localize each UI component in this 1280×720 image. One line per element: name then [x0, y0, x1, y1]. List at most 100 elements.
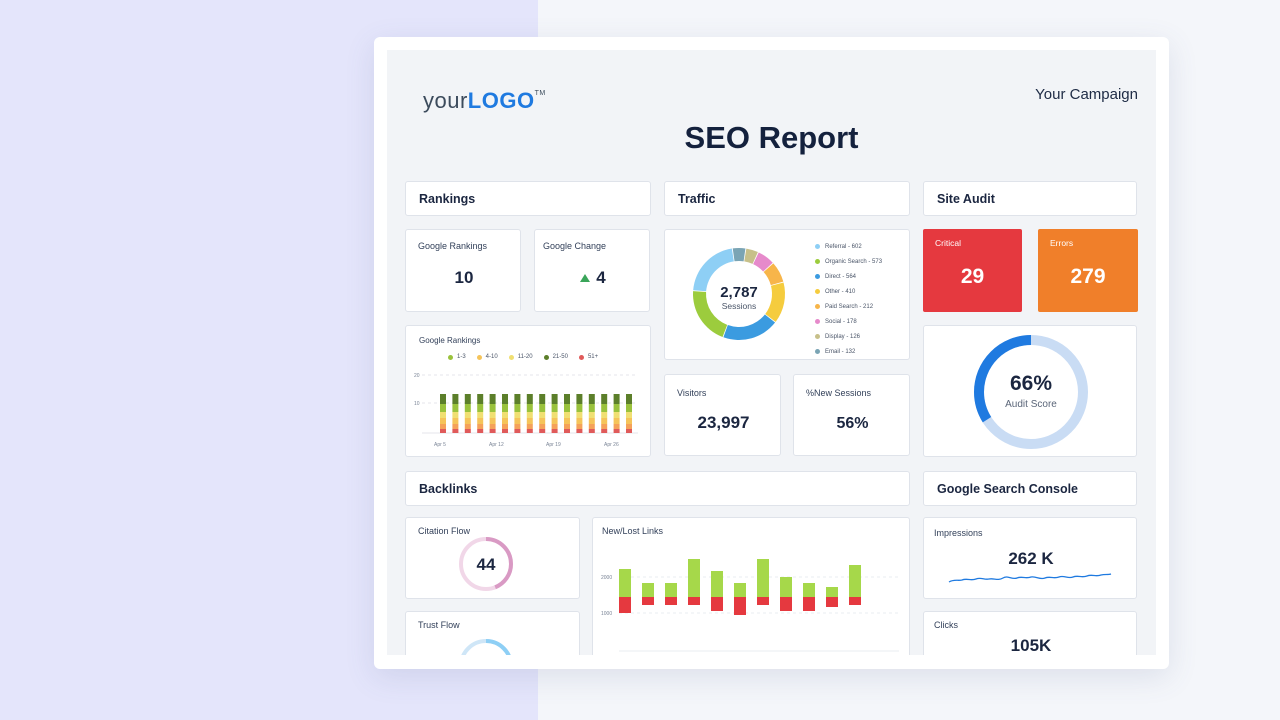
rankings-bar-segment [588, 429, 595, 433]
rankings-bar-segment [564, 394, 570, 404]
rankings-bar-segment [588, 424, 595, 429]
new-links-bar [688, 559, 700, 597]
rankings-bar-segment [477, 394, 484, 404]
audit-score-card: 66% Audit Score [923, 325, 1137, 457]
citation-flow-card: Citation Flow 44 [405, 517, 580, 599]
sessions-value: 2,787 [720, 284, 758, 301]
rankings-bar-segment [526, 404, 533, 412]
google-rankings-chart-card: Google Rankings 1-3 4-10 11-20 21-50 51+… [405, 325, 651, 457]
rankings-bar-segment [514, 412, 521, 418]
rankings-bar-segment [526, 412, 533, 418]
rankings-bar-segment [514, 424, 521, 429]
legend-item: 1-3 [448, 354, 466, 360]
rankings-bar-segment [526, 418, 533, 424]
visitors-label: Visitors [677, 388, 707, 398]
rankings-bar-segment [489, 404, 496, 412]
new-links-bar [665, 583, 677, 597]
rankings-bar-segment [588, 412, 595, 418]
rankings-bar-segment [551, 418, 558, 424]
new-links-bar [619, 569, 631, 597]
rankings-bar-segment [452, 404, 459, 412]
rankings-bar-segment [601, 404, 608, 412]
y-tick-1000: 1000 [601, 611, 612, 617]
errors-label: Errors [1050, 238, 1074, 248]
clicks-value: 105K [1010, 636, 1052, 655]
rankings-bar-segment [464, 412, 471, 418]
y-tick-2000: 2000 [601, 575, 612, 581]
rankings-bar-segment [539, 429, 546, 433]
rankings-stacked-bar-chart: 20 10 Apr 5 Apr 12 Apr 19 Apr 26 [414, 373, 638, 448]
lost-links-bar [688, 597, 700, 605]
rankings-bar-segment [588, 394, 595, 404]
donut-slice [765, 282, 785, 322]
google-change-value: 4 [596, 268, 606, 287]
rankings-bar-segment [564, 404, 570, 412]
backlinks-section-header: Backlinks [405, 471, 910, 506]
rankings-chart-legend: 1-3 4-10 11-20 21-50 51+ [448, 354, 598, 360]
traffic-legend-item: Organic Search - 573 [815, 254, 882, 269]
traffic-legend-item: Email - 132 [815, 344, 882, 359]
new-links-bar [734, 583, 746, 597]
clicks-card: Clicks 105K [923, 611, 1137, 655]
rankings-bar-segment [576, 412, 583, 418]
brand-logo: yourLOGOTM [423, 88, 546, 113]
lost-links-bar [734, 597, 746, 615]
google-change-label: Google Change [543, 241, 607, 251]
rankings-bar-segment [477, 424, 484, 429]
google-rankings-label: Google Rankings [418, 241, 488, 251]
new-links-bar [826, 587, 838, 597]
new-lost-links-bar-chart: 2000 1000 [601, 559, 899, 652]
rankings-bar-segment [601, 394, 608, 404]
legend-item: 4-10 [476, 354, 498, 360]
rankings-bar-segment [613, 404, 620, 412]
traffic-section-header: Traffic [664, 181, 910, 216]
lost-links-bar [826, 597, 838, 607]
impressions-card: Impressions 262 K [923, 517, 1137, 599]
rankings-bar-segment [440, 412, 446, 418]
rankings-bar-segment [551, 429, 558, 433]
citation-flow-label: Citation Flow [418, 526, 471, 536]
rankings-bar-segment [477, 404, 484, 412]
traffic-legend-item: Display - 126 [815, 329, 882, 344]
new-lost-links-label: New/Lost Links [602, 526, 664, 536]
rankings-bar-segment [551, 404, 558, 412]
visitors-card: Visitors 23,997 [664, 374, 781, 456]
google-change-row: 4 [535, 268, 651, 288]
site-audit-section-header: Site Audit [923, 181, 1137, 216]
rankings-bar-segment [464, 394, 471, 404]
rankings-bar-segment [464, 424, 471, 429]
lost-links-bar [780, 597, 792, 611]
rankings-bar-segment [502, 394, 508, 404]
rankings-bar-segment [502, 429, 508, 433]
rankings-bar-segment [601, 424, 608, 429]
rankings-bar-segment [477, 429, 484, 433]
traffic-legend-item: Social - 178 [815, 314, 882, 329]
rankings-bar-segment [564, 424, 570, 429]
traffic-sessions-card: 2,787 Sessions Referral - 602 Organic Se… [664, 229, 910, 360]
donut-slice [693, 248, 734, 292]
trust-flow-gauge [459, 639, 513, 655]
legend-item: 51+ [578, 354, 598, 360]
donut-slice [744, 248, 758, 264]
rankings-bar-segment [526, 424, 533, 429]
rankings-bar-segment [539, 418, 546, 424]
audit-score-label: Audit Score [1005, 399, 1057, 410]
gsc-heading: Google Search Console [937, 481, 1079, 496]
sessions-donut-chart: 2,787 Sessions [693, 248, 785, 340]
new-links-bar [757, 559, 769, 597]
rankings-bar-segment [489, 424, 496, 429]
rankings-bar-segment [539, 412, 546, 418]
new-sessions-value: 56% [836, 415, 869, 432]
google-rankings-value: 10 [454, 268, 474, 287]
traffic-legend-item: Direct - 564 [815, 269, 882, 284]
rankings-bar-segment [464, 429, 471, 433]
errors-value: 279 [1070, 265, 1106, 288]
campaign-name: Your Campaign [1035, 86, 1138, 103]
rankings-bar-segment [601, 429, 608, 433]
lost-links-bar [757, 597, 769, 605]
rankings-bar-segment [526, 429, 533, 433]
up-arrow-icon [580, 274, 591, 282]
errors-card: Errors 279 [1038, 229, 1138, 312]
critical-label: Critical [935, 238, 961, 248]
critical-card: Critical 29 [923, 229, 1022, 312]
